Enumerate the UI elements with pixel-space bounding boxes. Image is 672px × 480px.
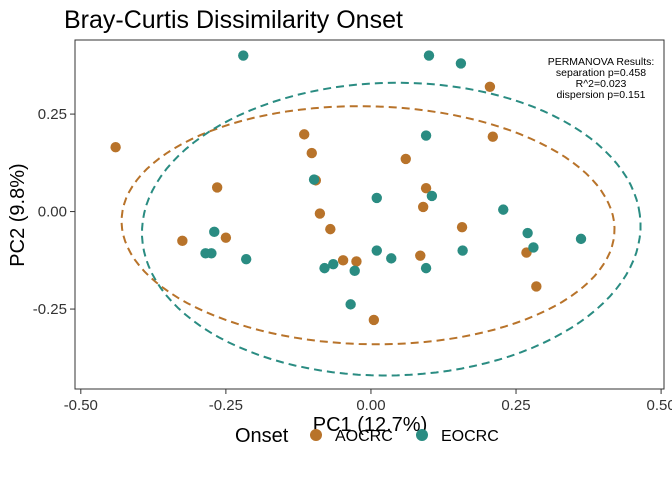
point-eocrc [206, 248, 217, 259]
plot-panel [74, 39, 665, 390]
point-aocrc [487, 131, 499, 142]
point-eocrc [423, 50, 435, 61]
point-eocrc [308, 174, 320, 185]
point-eocrc [319, 262, 330, 274]
annotation-line: PERMANOVA Results: [548, 56, 655, 68]
chart-title: Bray-Curtis Dissimilarity Onset [64, 6, 403, 34]
x-axis-title: PC1 (12.7%) [313, 414, 428, 436]
permanova-annotation: PERMANOVA Results: separation p=0.458 R^… [548, 56, 655, 101]
point-aocrc [325, 223, 336, 235]
point-eocrc [240, 253, 252, 265]
y-axis-title: PC2 (9.8%) [7, 163, 29, 266]
x-tick-label: 0.00 [356, 397, 385, 414]
point-eocrc [498, 204, 509, 215]
point-eocrc [371, 245, 382, 256]
point-aocrc [531, 281, 542, 292]
x-tick-label: -0.25 [209, 397, 243, 414]
x-tick-label: 0.50 [646, 397, 672, 414]
point-eocrc [238, 50, 249, 61]
y-tick-label: -0.25 [33, 301, 67, 318]
legend-key-eocrc [416, 429, 428, 441]
ellipse-eocrc [140, 81, 642, 377]
point-aocrc [220, 232, 232, 243]
point-aocrc [368, 314, 380, 326]
point-eocrc [328, 259, 339, 270]
point-aocrc [306, 147, 317, 159]
annotation-line: separation p=0.458 [556, 67, 646, 79]
point-eocrc [349, 265, 360, 277]
point-eocrc [455, 58, 467, 69]
point-aocrc [484, 81, 496, 92]
y-tick-label: 0.00 [38, 204, 67, 221]
point-aocrc [177, 235, 188, 247]
y-axis: -0.25 0.00 0.25 [33, 106, 75, 318]
point-aocrc [420, 182, 432, 194]
point-eocrc [575, 233, 587, 245]
point-aocrc [456, 221, 468, 233]
point-aocrc [415, 250, 426, 261]
point-aocrc [299, 129, 310, 140]
point-eocrc [345, 299, 356, 310]
point-aocrc [400, 153, 411, 165]
point-aocrc [314, 208, 326, 219]
data-points [110, 50, 587, 326]
point-eocrc [371, 192, 382, 204]
point-eocrc [386, 253, 397, 264]
point-eocrc [420, 130, 432, 141]
point-aocrc [417, 201, 429, 213]
point-eocrc [426, 190, 438, 202]
x-tick-label: -0.50 [64, 397, 98, 414]
point-eocrc [457, 245, 468, 256]
point-eocrc [528, 242, 539, 253]
legend-key-aocrc [310, 429, 322, 441]
point-aocrc [337, 255, 349, 266]
y-tick-label: 0.25 [38, 106, 67, 123]
annotation-line: R^2=0.023 [576, 78, 627, 90]
x-tick-label: 0.25 [501, 397, 530, 414]
legend-label-aocrc: AOCRC [335, 428, 393, 445]
point-eocrc [209, 226, 220, 238]
legend: Onset AOCRC EOCRC [235, 425, 499, 447]
point-aocrc [351, 256, 362, 267]
point-aocrc [110, 142, 121, 153]
point-aocrc [211, 182, 223, 193]
confidence-ellipses [120, 81, 642, 377]
legend-label-eocrc: EOCRC [441, 428, 499, 445]
point-eocrc [522, 227, 533, 239]
point-eocrc [420, 262, 432, 274]
annotation-line: dispersion p=0.151 [556, 89, 645, 101]
x-axis: -0.50 -0.25 0.00 0.25 0.50 [64, 389, 672, 414]
legend-title: Onset [235, 425, 289, 447]
ellipse-aocrc [120, 105, 616, 346]
